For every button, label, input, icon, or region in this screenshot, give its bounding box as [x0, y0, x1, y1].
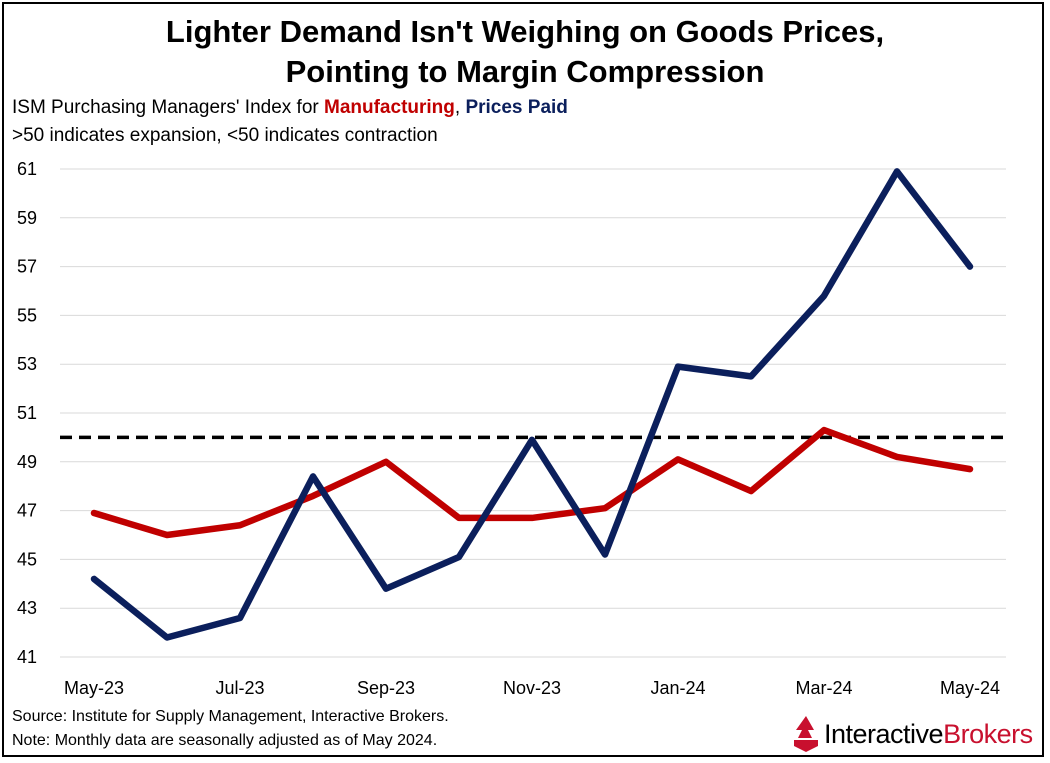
x-tick-label: Nov-23	[503, 678, 561, 698]
y-tick-label: 51	[17, 403, 37, 423]
chart-subtitle-2: >50 indicates expansion, <50 indicates c…	[12, 125, 438, 146]
ib-logo-icon	[794, 716, 818, 752]
y-tick-label: 57	[17, 257, 37, 277]
grid-lines	[60, 168, 1006, 658]
subtitle-prefix: ISM Purchasing Managers' Index for	[12, 97, 324, 118]
x-axis-ticks: May-23 Jul-23 Sep-23 Nov-23 Jan-24 Mar-24 May-…	[64, 678, 1000, 698]
chart-title: Lighter Demand Isn't Weighing on Goods P…	[0, 12, 1050, 92]
series-line-manufacturing	[90, 426, 974, 539]
logo-text-brokers: Brokers	[943, 718, 1033, 749]
source-note: Source: Institute for Supply Management,…	[12, 708, 449, 725]
y-tick-label: 45	[17, 549, 37, 569]
subtitle-prices-paid: Prices Paid	[465, 97, 568, 118]
series-line-prices-paid	[90, 168, 974, 641]
subtitle-manufacturing: Manufacturing	[324, 97, 455, 118]
logo-text: InteractiveBrokers	[824, 719, 1033, 750]
y-axis-ticks: 41 43 45 47 49 51 53 55 57 59 61	[17, 159, 37, 667]
y-tick-label: 47	[17, 501, 37, 521]
subtitle-separator: ,	[454, 97, 466, 118]
y-tick-label: 59	[17, 208, 37, 228]
chart-subtitle: ISM Purchasing Managers' Index for Manuf…	[12, 96, 568, 120]
data-note: Note: Monthly data are seasonally adjust…	[12, 732, 438, 749]
y-tick-label: 49	[17, 452, 37, 472]
y-tick-label: 55	[17, 305, 37, 325]
x-tick-label: Jul-23	[215, 678, 264, 698]
x-tick-label: Mar-24	[795, 678, 852, 698]
x-tick-label: Sep-23	[357, 678, 415, 698]
logo-text-interactive: Interactive	[824, 718, 944, 749]
y-tick-label: 41	[17, 647, 37, 667]
interactive-brokers-logo: InteractiveBrokers	[792, 714, 1033, 754]
x-tick-label: Jan-24	[650, 678, 705, 698]
x-tick-label: May-24	[940, 678, 1000, 698]
y-tick-label: 43	[17, 598, 37, 618]
series-lines	[90, 168, 974, 641]
y-tick-label: 61	[17, 159, 37, 179]
title-line-2: Pointing to Margin Compression	[285, 54, 765, 89]
title-line-1: Lighter Demand Isn't Weighing on Goods P…	[165, 14, 885, 49]
x-tick-label: May-23	[64, 678, 124, 698]
y-tick-label: 53	[17, 354, 37, 374]
